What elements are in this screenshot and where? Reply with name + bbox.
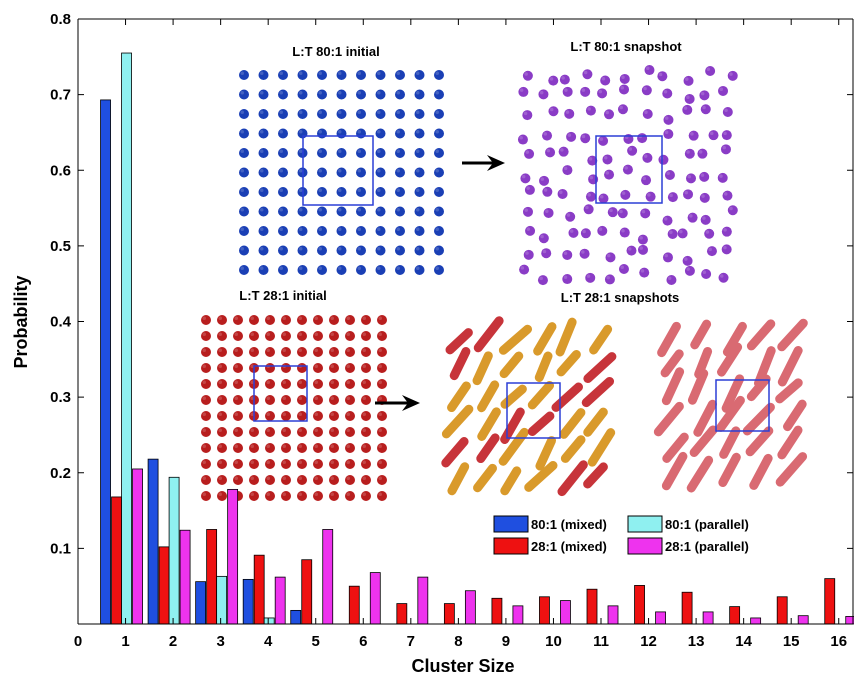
x-tick-label: 6: [359, 633, 367, 650]
inset-28-1-snapshot-b: [653, 318, 808, 493]
bar: [111, 496, 122, 625]
legend-label: 28:1 (mixed): [531, 539, 607, 554]
y-tick-label: 0.5: [50, 238, 71, 255]
bar: [206, 529, 218, 625]
inset-title: L:T 80:1 snapshot: [570, 39, 682, 54]
bar: [168, 476, 180, 625]
inset-title: L:T 80:1 initial: [292, 44, 379, 59]
bar: [634, 585, 645, 625]
selection-box: [253, 365, 308, 422]
inset-28-1-snapshot-a: [441, 316, 617, 497]
bar: [322, 529, 334, 625]
bar: [147, 458, 159, 625]
bar: [227, 488, 239, 625]
x-tick-label: 12: [640, 633, 657, 650]
arrow-icon: [462, 155, 505, 171]
x-tick-label: 2: [169, 633, 177, 650]
inset-title: L:T 28:1 snapshots: [561, 290, 679, 305]
y-tick-label: 0.2: [50, 465, 71, 482]
legend-swatch: [493, 515, 529, 533]
bar: [396, 603, 408, 625]
x-tick-label: 0: [74, 633, 82, 650]
inset-80-1-snapshot: [517, 65, 738, 286]
bar: [586, 588, 598, 625]
x-tick-label: 1: [121, 633, 129, 650]
inset-28-1-initial: [201, 315, 387, 501]
y-tick-label: 0.1: [50, 540, 71, 557]
bar: [512, 605, 524, 625]
legend: 80:1 (mixed) 80:1 (parallel) 28:1 (mixed) 2…: [493, 515, 749, 555]
axes: 0 1 2 3 4 5 6 7 8 9 10 11 12 13 14 15 160.10.20.30.40.50…: [50, 11, 854, 650]
arrow-icon: [375, 395, 420, 411]
bar: [655, 611, 666, 625]
x-tick-label: 8: [454, 633, 462, 650]
inset-80-1-initial: [239, 70, 444, 275]
bar: [242, 578, 254, 625]
legend-label: 28:1 (parallel): [665, 539, 749, 554]
bar: [158, 546, 170, 625]
bar: [195, 581, 207, 625]
bar: [776, 596, 788, 625]
bar: [464, 590, 476, 625]
y-tick-label: 0.7: [50, 87, 71, 104]
bar: [121, 52, 132, 625]
bar: [607, 605, 619, 625]
y-tick-label: 0.8: [50, 11, 71, 28]
bar: [560, 600, 571, 625]
y-tick-label: 0.3: [50, 389, 71, 406]
selection-box: [595, 135, 663, 204]
bar: [369, 572, 381, 625]
bar: [729, 606, 741, 625]
x-tick-label: 10: [545, 633, 562, 650]
x-tick-label: 11: [593, 633, 609, 650]
x-tick-label: 9: [502, 633, 510, 650]
selection-box: [715, 379, 770, 432]
bar: [491, 597, 503, 625]
legend-swatch: [627, 537, 663, 555]
legend-label: 80:1 (parallel): [665, 517, 749, 532]
bar: [539, 596, 550, 625]
bar: [253, 554, 265, 625]
bar: [179, 529, 191, 625]
bar: [702, 611, 714, 625]
bar: [263, 617, 275, 625]
selection-box: [506, 382, 561, 439]
bar: [301, 559, 313, 625]
x-axis-label: Cluster Size: [411, 656, 514, 676]
x-tick-label: 5: [312, 633, 320, 650]
x-tick-label: 3: [216, 633, 224, 650]
y-tick-label: 0.6: [50, 162, 71, 179]
x-tick-label: 7: [407, 633, 415, 650]
bar: [824, 578, 836, 625]
x-tick-label: 4: [264, 633, 273, 650]
legend-swatch: [493, 537, 529, 555]
bar: [216, 575, 228, 625]
bar: [417, 576, 429, 625]
x-tick-label: 13: [688, 633, 705, 650]
bar: [290, 609, 302, 625]
bar: [100, 99, 111, 625]
bar: [681, 591, 693, 625]
selection-box: [302, 135, 374, 206]
legend-swatch: [627, 515, 663, 533]
legend-label: 80:1 (mixed): [531, 517, 607, 532]
y-tick-label: 0.4: [50, 314, 72, 331]
bar: [750, 617, 762, 625]
bar: [797, 615, 809, 625]
bar: [443, 603, 455, 625]
x-tick-label: 16: [830, 633, 847, 650]
bar: [348, 585, 360, 625]
inset-title: L:T 28:1 initial: [239, 288, 326, 303]
x-tick-label: 15: [783, 633, 800, 650]
y-axis-label: Probability: [11, 275, 31, 368]
x-tick-label: 14: [735, 633, 752, 650]
bar: [274, 576, 286, 625]
bar: [132, 468, 143, 625]
inset-images: L:T 80:1 initial L:T 80:1 snapshot L:T 28:…: [201, 39, 808, 501]
